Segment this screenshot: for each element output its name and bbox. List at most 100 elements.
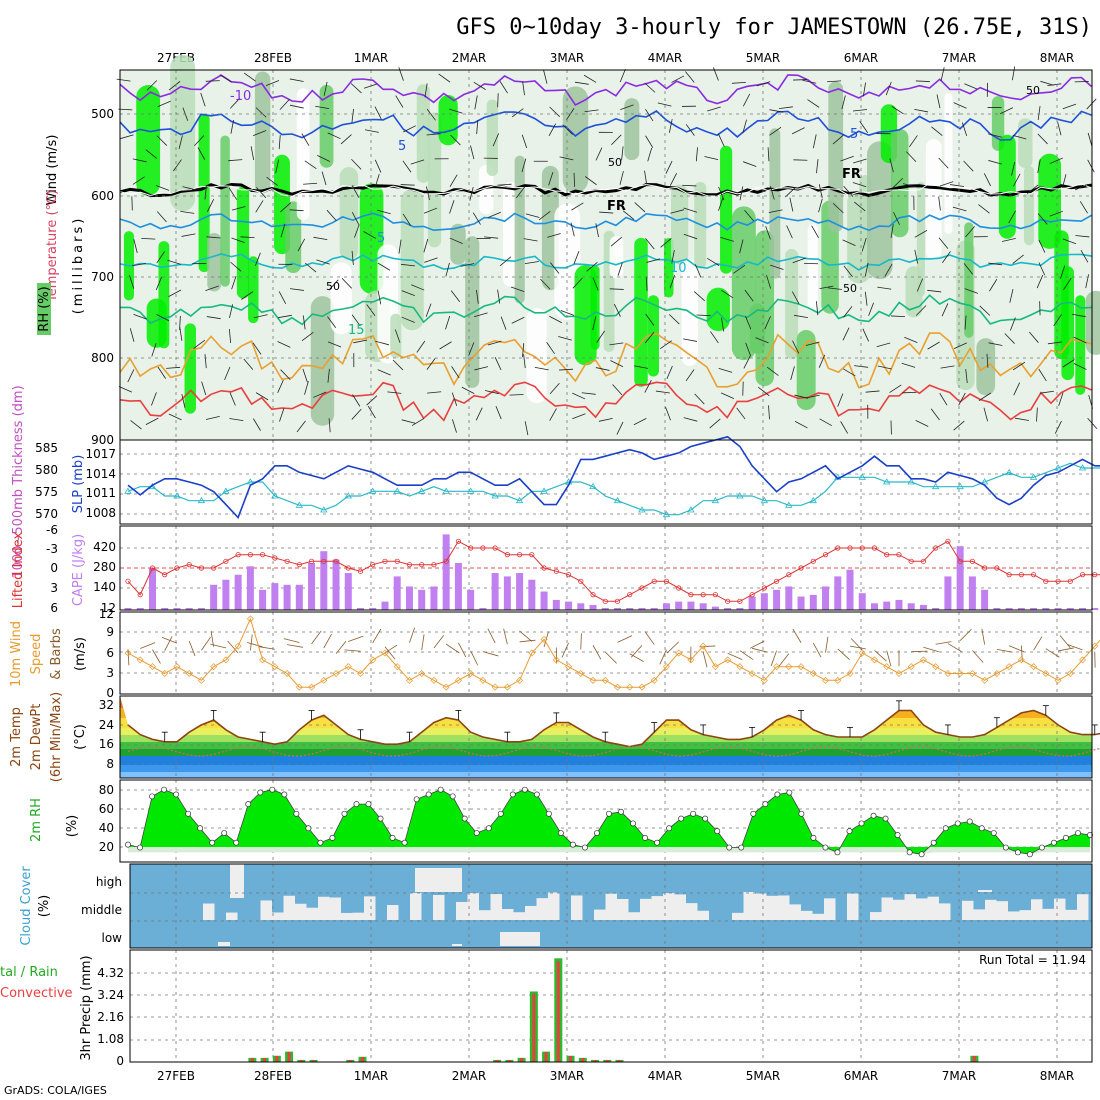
rh-blob — [1023, 165, 1035, 246]
wind-barb — [275, 159, 280, 174]
wind-barb — [241, 291, 254, 300]
wind-barb — [277, 379, 284, 393]
wind-barb — [426, 186, 430, 201]
wind-barb — [573, 172, 576, 187]
rh-blob — [427, 112, 442, 248]
10m-wind-barb — [335, 640, 347, 654]
wind-barb — [157, 100, 171, 108]
10m-wind-barb — [702, 651, 708, 668]
lifted-index-point — [1079, 572, 1086, 578]
wind-barb — [1058, 392, 1064, 407]
lifted-index-point — [896, 552, 902, 558]
wind-barb — [540, 278, 551, 290]
cape-bar — [1091, 607, 1099, 610]
wind-barb — [205, 285, 219, 291]
wind-barb — [891, 106, 904, 115]
lifted-index-point — [272, 555, 278, 561]
lifted-index-point — [688, 592, 694, 598]
rh-shading — [120, 54, 1100, 440]
10m-wind-point — [283, 670, 291, 677]
wind-barb — [718, 197, 724, 211]
precip-convective-bar — [520, 1057, 524, 1062]
wind-barb — [500, 316, 507, 330]
wind-barb — [200, 92, 206, 107]
rh-blob — [590, 265, 600, 350]
wind-barb — [843, 306, 853, 318]
2m-rh-point — [569, 841, 576, 848]
wind-barb — [538, 210, 551, 221]
lifted-index-point — [431, 562, 437, 568]
wind-barb — [133, 239, 138, 253]
wind-barb — [704, 156, 719, 160]
10m-wind-barb — [580, 633, 582, 650]
wind-barb — [316, 259, 330, 265]
wind-barb — [351, 185, 360, 198]
cape-bar — [393, 576, 401, 610]
wind-barb — [745, 342, 752, 357]
wind-barb — [573, 250, 580, 265]
cape-bar — [430, 586, 438, 610]
10m-wind-point — [858, 649, 866, 657]
cape-bar — [895, 599, 903, 610]
cape-tick: 12 — [101, 601, 116, 615]
wind-barb — [914, 249, 919, 264]
rh-blob — [254, 71, 271, 194]
2m-rh-point — [594, 830, 600, 837]
10m-wind-barb — [445, 643, 460, 654]
wind-barb — [666, 365, 673, 380]
contour-label: -10 — [230, 89, 251, 104]
freezing-level-label: FR — [842, 167, 861, 182]
10m-wind-point — [601, 676, 609, 684]
10m-wind-barb — [372, 628, 382, 643]
ylabel-precip-3: 3hr Precip (mm) — [79, 955, 94, 1060]
wind-barb — [988, 133, 1002, 138]
wind-barb — [460, 263, 475, 267]
wind-barb — [963, 160, 974, 172]
lifted-index-point — [773, 578, 780, 584]
wind-barb — [280, 369, 291, 381]
wind-barb — [296, 420, 306, 433]
thickness-point — [540, 487, 548, 494]
10m-wind-barb — [152, 649, 161, 664]
10m-wind-barb — [972, 650, 984, 663]
lifted-index-point — [149, 565, 156, 571]
li-tick: 0 — [50, 561, 58, 575]
10m-wind-point — [246, 615, 254, 623]
10m-wind-point — [589, 676, 597, 684]
ylabel-precip-1: tal / Rain — [0, 965, 58, 980]
cape-bar — [846, 569, 854, 610]
wind-barb — [742, 119, 747, 134]
wind-barb — [665, 160, 673, 174]
10m-wind-point — [222, 656, 230, 664]
wind-barb — [769, 126, 782, 136]
wind-barb — [854, 201, 866, 212]
cape-bar — [308, 562, 316, 610]
wind-barb — [206, 316, 221, 320]
wind-barb — [733, 265, 746, 274]
lifted-index-point — [516, 552, 523, 558]
cape-bar — [822, 586, 830, 610]
rh-contour-label: 50 — [1026, 84, 1040, 97]
2m-rh-point — [557, 830, 564, 837]
thickness-point — [197, 496, 206, 504]
wind-barb — [449, 108, 463, 114]
ylabel-wind10-3: & Barbs — [49, 628, 64, 680]
wind-barb — [145, 417, 159, 425]
wind-barb — [828, 287, 843, 290]
cloud-middle — [640, 898, 652, 920]
10m-wind-point — [993, 670, 1001, 677]
wind-barb — [1012, 254, 1024, 264]
lifted-index-point — [761, 585, 767, 591]
cape-bar — [662, 603, 670, 610]
wind-barb — [620, 104, 634, 111]
wind-barb — [1087, 132, 1093, 147]
wind-barb — [744, 289, 754, 302]
wind-barb — [837, 393, 844, 407]
ylabel-temp-4: (°C) — [73, 724, 88, 750]
ylabel-wind10-2: Speed — [29, 634, 44, 675]
cloud-middle — [226, 912, 238, 920]
10m-wind-barb — [519, 639, 536, 643]
cape-bar — [956, 546, 964, 610]
cloud-middle — [812, 913, 824, 920]
wind-barb — [129, 328, 135, 342]
